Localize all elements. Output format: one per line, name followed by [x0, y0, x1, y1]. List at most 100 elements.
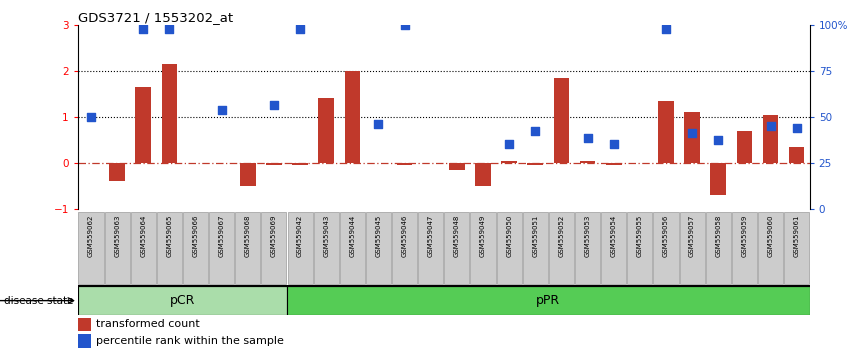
Bar: [366, 212, 391, 284]
Bar: [157, 212, 182, 284]
Text: GSM559069: GSM559069: [271, 215, 277, 257]
Text: GSM559043: GSM559043: [323, 215, 329, 257]
Bar: [706, 212, 731, 284]
Bar: [553, 78, 569, 163]
Bar: [183, 212, 208, 284]
Bar: [262, 212, 287, 284]
Bar: [549, 212, 574, 284]
Text: GSM559060: GSM559060: [767, 215, 773, 257]
Bar: [601, 212, 626, 284]
Bar: [710, 163, 726, 195]
Text: GSM559054: GSM559054: [611, 215, 617, 257]
Text: GSM559051: GSM559051: [533, 215, 539, 257]
Bar: [736, 131, 753, 163]
Bar: [109, 163, 125, 181]
Bar: [470, 212, 495, 284]
Point: [215, 107, 229, 113]
Point: [790, 125, 804, 131]
Point: [764, 123, 778, 129]
Bar: [397, 163, 412, 165]
Text: GSM559056: GSM559056: [663, 215, 669, 257]
Bar: [392, 212, 417, 284]
Bar: [684, 112, 700, 163]
Bar: [105, 212, 130, 284]
Text: GSM559050: GSM559050: [506, 215, 512, 257]
Bar: [319, 98, 334, 163]
Bar: [654, 212, 679, 284]
Point: [294, 27, 307, 32]
Point: [372, 121, 385, 126]
Bar: [680, 212, 705, 284]
Bar: [732, 212, 757, 284]
Text: GSM559046: GSM559046: [402, 215, 408, 257]
Bar: [79, 212, 104, 284]
Bar: [78, 318, 91, 331]
Bar: [501, 161, 517, 163]
Text: GSM559059: GSM559059: [741, 215, 747, 257]
Bar: [523, 212, 548, 284]
Bar: [575, 212, 600, 284]
Text: GSM559044: GSM559044: [349, 215, 355, 257]
Point: [502, 142, 516, 147]
Bar: [784, 212, 809, 284]
Text: GSM559045: GSM559045: [376, 215, 382, 257]
Bar: [444, 212, 469, 284]
Text: pPR: pPR: [536, 294, 560, 307]
Bar: [131, 212, 156, 284]
Bar: [78, 286, 287, 315]
Text: GSM559064: GSM559064: [140, 215, 146, 257]
Point: [528, 128, 542, 133]
Point: [163, 27, 177, 32]
Text: disease state: disease state: [4, 296, 74, 306]
Point: [711, 137, 725, 143]
Bar: [339, 212, 365, 284]
Text: transformed count: transformed count: [96, 319, 200, 329]
Bar: [345, 71, 360, 163]
Text: GSM559049: GSM559049: [480, 215, 486, 257]
Text: GSM559065: GSM559065: [166, 215, 172, 257]
Text: pCR: pCR: [170, 294, 195, 307]
Text: GSM559058: GSM559058: [715, 215, 721, 257]
Text: GSM559066: GSM559066: [192, 215, 198, 257]
Bar: [240, 163, 255, 186]
Text: GSM559052: GSM559052: [559, 215, 565, 257]
Point: [267, 102, 281, 108]
Bar: [606, 163, 622, 165]
Text: GSM559042: GSM559042: [297, 215, 303, 257]
Text: GSM559061: GSM559061: [793, 215, 799, 257]
Text: GSM559048: GSM559048: [454, 215, 460, 257]
Point: [607, 142, 621, 147]
Bar: [236, 212, 261, 284]
Bar: [496, 212, 521, 284]
Bar: [162, 64, 178, 163]
Text: GSM559055: GSM559055: [637, 215, 643, 257]
Point: [397, 22, 411, 28]
Bar: [449, 163, 465, 170]
Text: GSM559053: GSM559053: [585, 215, 591, 257]
Bar: [209, 212, 234, 284]
Text: GSM559067: GSM559067: [219, 215, 224, 257]
Bar: [579, 161, 596, 163]
Bar: [313, 212, 339, 284]
Bar: [627, 212, 652, 284]
Point: [580, 135, 594, 140]
Bar: [287, 286, 810, 315]
Bar: [418, 212, 443, 284]
Point: [659, 27, 673, 32]
Text: GSM559062: GSM559062: [88, 215, 94, 257]
Point: [84, 114, 98, 120]
Bar: [135, 87, 151, 163]
Bar: [78, 334, 91, 348]
Text: percentile rank within the sample: percentile rank within the sample: [96, 336, 284, 346]
Bar: [789, 147, 805, 163]
Bar: [763, 114, 779, 163]
Text: GSM559068: GSM559068: [245, 215, 251, 257]
Text: GSM559047: GSM559047: [428, 215, 434, 257]
Bar: [527, 163, 543, 165]
Bar: [658, 101, 674, 163]
Bar: [758, 212, 783, 284]
Point: [136, 27, 150, 32]
Bar: [266, 163, 281, 165]
Text: GSM559057: GSM559057: [689, 215, 695, 257]
Bar: [475, 163, 491, 186]
